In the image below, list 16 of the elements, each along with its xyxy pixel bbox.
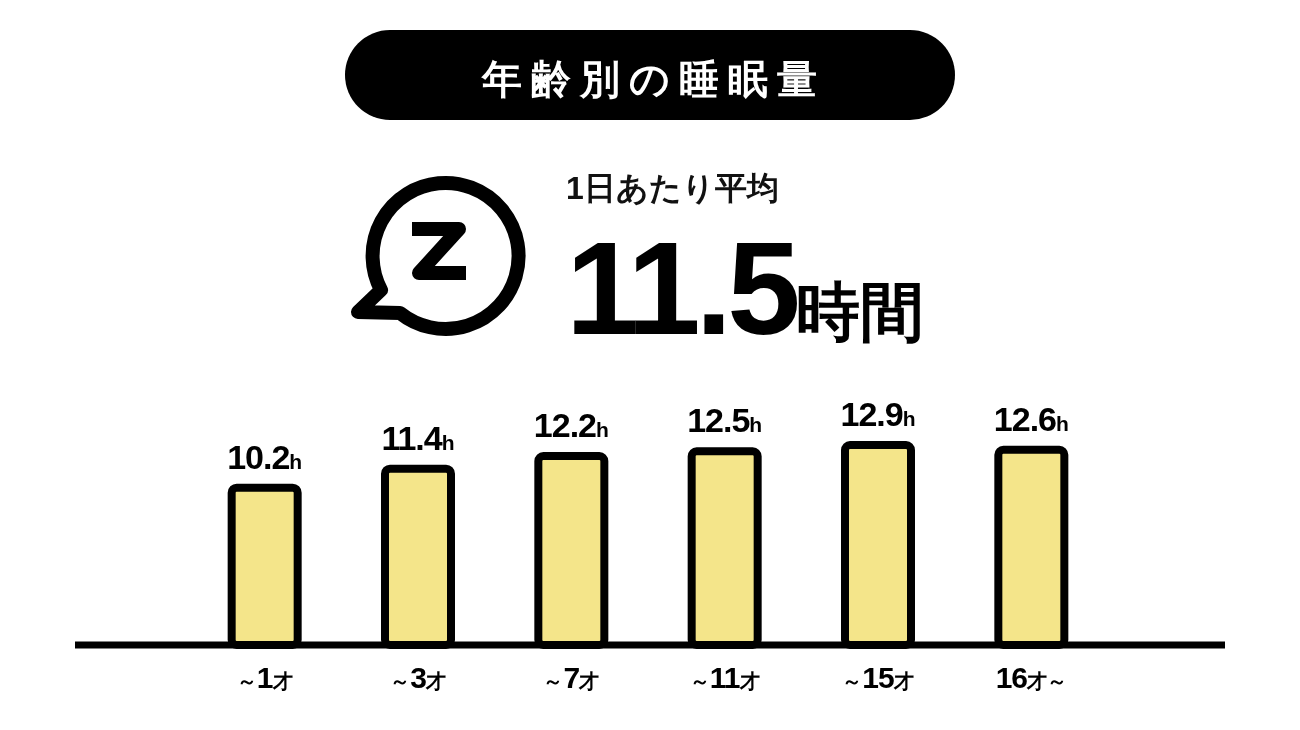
- title: 年齢別の睡眠量: [345, 30, 955, 120]
- annotation: 11.5時間: [566, 215, 924, 362]
- x-tick-label: ～11才: [689, 661, 760, 694]
- value-label: 12.9h: [840, 395, 916, 433]
- x-tick-label: ～7才: [543, 661, 600, 694]
- x-tick-label: ～15才: [842, 661, 914, 694]
- value-label: 12.2h: [533, 406, 609, 445]
- value-label: 10.2h: [227, 437, 303, 476]
- annotation: 1日あたり平均: [566, 170, 779, 206]
- x-tick-label: 16才～: [995, 661, 1067, 694]
- value-label: 12.5h: [687, 401, 763, 440]
- x-tick-label: ～1才: [236, 661, 293, 694]
- value-label: 12.6h: [993, 399, 1069, 438]
- x-tick-label: ～3才: [390, 661, 446, 694]
- value-label: 11.4h: [381, 418, 455, 457]
- chart-title: 年齢別の睡眠量: [481, 57, 826, 101]
